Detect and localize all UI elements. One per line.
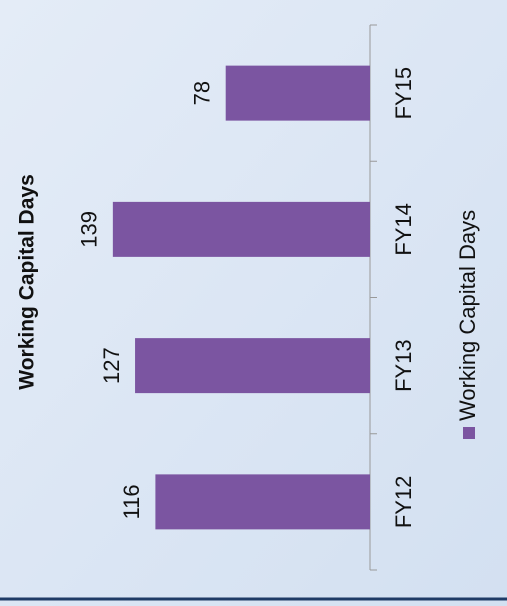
bar (155, 474, 370, 530)
bar (112, 201, 370, 257)
legend-swatch (463, 427, 475, 439)
x-tick-label: FY15 (391, 67, 416, 120)
chart-title: Working Capital Days (16, 174, 39, 390)
data-label: 139 (77, 211, 102, 248)
data-label: 116 (119, 484, 144, 519)
legend-label: Working Capital Days (455, 210, 480, 421)
x-tick-label: FY14 (391, 203, 416, 256)
bar (135, 338, 370, 394)
data-label: 127 (99, 347, 124, 384)
x-tick-label: FY13 (391, 339, 416, 392)
x-tick-label: FY12 (391, 476, 416, 529)
data-label: 78 (190, 81, 215, 105)
bar (225, 65, 370, 121)
